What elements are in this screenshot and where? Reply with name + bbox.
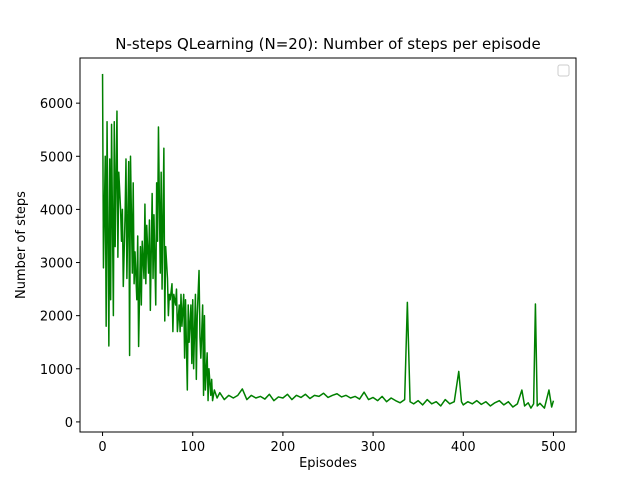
y-tick-label: 4000 [40, 203, 73, 218]
y-tick-label: 6000 [40, 97, 73, 112]
x-tick-label: 200 [270, 440, 295, 455]
x-axis-label: Episodes [299, 456, 357, 471]
x-tick-label: 100 [180, 440, 205, 455]
x-tick-label: 500 [541, 440, 566, 455]
y-tick-label: 0 [65, 416, 73, 431]
x-tick-label: 0 [98, 440, 106, 455]
x-tick-label: 300 [361, 440, 386, 455]
y-tick-label: 3000 [40, 257, 73, 272]
plot-frame [79, 57, 577, 433]
data-line [101, 73, 555, 409]
y-tick-label: 1000 [40, 363, 73, 378]
y-axis-label: Number of steps [14, 191, 29, 299]
legend-box [557, 64, 570, 77]
chart-title: N-steps QLearning (N=20): Number of step… [115, 35, 540, 53]
x-tick-label: 400 [451, 440, 476, 455]
y-tick-label: 2000 [40, 310, 73, 325]
y-tick-label: 5000 [40, 150, 73, 165]
